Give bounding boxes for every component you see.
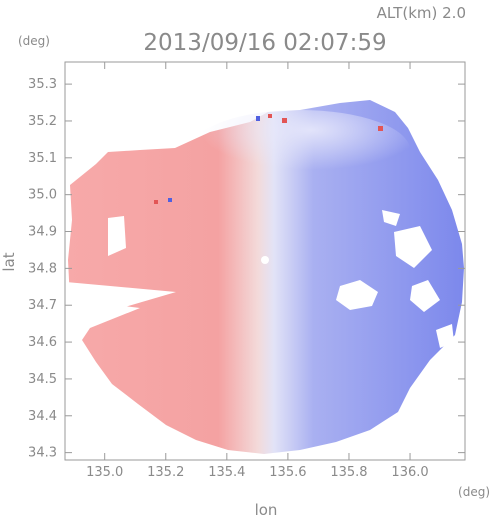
y-tick-label: 34.8 [28,261,57,276]
y-tick-label: 34.4 [28,409,57,424]
y-tick-label: 35.1 [28,151,57,166]
y-tick-label: 34.9 [28,225,57,240]
x-tick-label: 135.0 [86,465,123,480]
echo-region [68,100,464,454]
echo-gap [66,282,176,314]
y-unit-label: (deg) [18,34,50,48]
radar-site-marker [261,256,269,264]
y-tick-label: 34.5 [28,372,57,387]
x-tick-label: 136.0 [391,465,428,480]
x-tick-label: 135.8 [330,465,367,480]
x-tick-label: 135.4 [208,465,245,480]
altitude-label: ALT(km) 2.0 [377,4,466,22]
axis-tick-labels: 135.0 135.2 135.4 135.6 135.8 136.0 34.3 34.4 34… [28,77,429,480]
x-tick-label: 135.6 [269,465,306,480]
y-axis-label: lat [0,252,18,271]
chart-title: 2013/09/16 02:07:59 [143,30,386,56]
plot-frame [64,61,466,461]
axis-ticks [65,62,465,460]
x-unit-label: (deg) [458,485,490,499]
x-axis-label: lon [255,501,278,519]
y-tick-label: 34.3 [28,446,57,461]
y-tick-label: 34.7 [28,298,57,313]
velocity-field [66,100,464,454]
y-tick-label: 34.6 [28,335,57,350]
y-tick-label: 35.3 [28,77,57,92]
x-tick-label: 135.2 [147,465,184,480]
y-tick-label: 35.0 [28,188,57,203]
y-tick-label: 35.2 [28,114,57,129]
